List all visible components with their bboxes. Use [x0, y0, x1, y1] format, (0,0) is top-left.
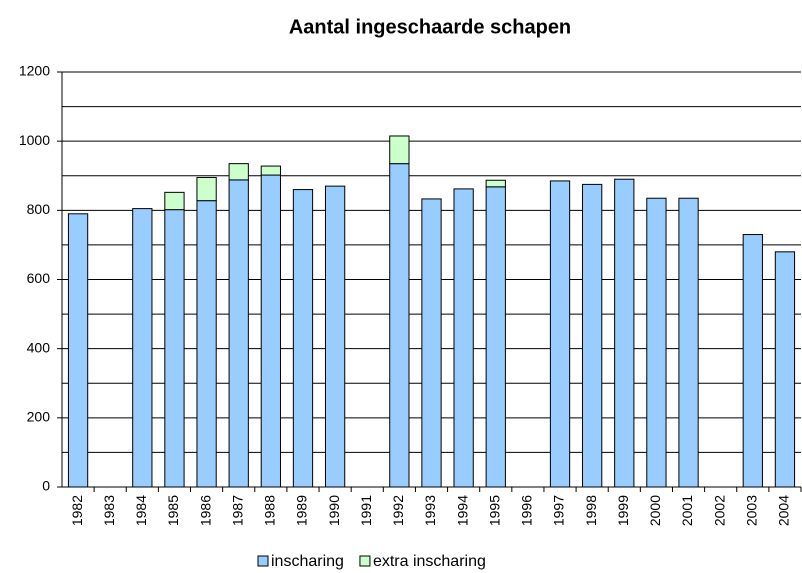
bar — [389, 135, 410, 165]
x-tick-label: 1998 — [583, 495, 599, 526]
x-tick-label: 1988 — [262, 495, 278, 526]
legend-swatch — [257, 555, 269, 567]
bar — [164, 191, 185, 211]
y-tick-label: 1000 — [19, 132, 50, 148]
bar — [549, 180, 571, 488]
bar — [485, 186, 506, 488]
bar — [228, 163, 249, 181]
x-tick-label: 1997 — [551, 495, 567, 526]
x-tick-label: 1992 — [390, 495, 406, 526]
x-tick-label: 1987 — [229, 495, 245, 526]
bar — [260, 174, 281, 488]
x-tick-label: 2002 — [711, 495, 727, 526]
bar — [196, 176, 217, 202]
x-tick-label: 1983 — [101, 495, 117, 526]
x-tick-label: 2003 — [744, 495, 760, 526]
bar — [678, 197, 699, 488]
bar — [774, 251, 796, 488]
bar — [324, 185, 346, 488]
bar — [453, 188, 474, 488]
bar — [646, 197, 667, 488]
bar — [132, 208, 153, 488]
x-tick-label: 2001 — [679, 495, 695, 526]
x-tick-label: 1996 — [519, 495, 535, 526]
bar — [164, 209, 185, 488]
bar — [485, 179, 506, 188]
y-tick-label: 800 — [27, 201, 51, 217]
legend-label: extra inscharing — [373, 553, 486, 570]
y-tick-label: 200 — [27, 409, 51, 425]
x-tick-label: 1994 — [454, 495, 470, 526]
y-tick-label: 0 — [42, 478, 50, 494]
x-tick-label: 1982 — [69, 495, 85, 526]
bar — [228, 179, 249, 488]
bar — [389, 163, 410, 488]
x-tick-label: 2004 — [776, 495, 792, 526]
chart-title: Aantal ingeschaarde schapen — [289, 16, 571, 38]
x-tick-label: 1986 — [197, 495, 213, 526]
x-tick-label: 1999 — [615, 495, 631, 526]
y-tick-label: 600 — [27, 270, 51, 286]
y-tick-label: 400 — [27, 339, 51, 355]
legend-swatch — [359, 555, 371, 567]
x-tick-label: 1995 — [486, 495, 502, 526]
x-tick-label: 1990 — [326, 495, 342, 526]
legend-label: inscharing — [271, 553, 344, 570]
x-tick-label: 1984 — [133, 495, 149, 526]
x-tick-label: 1989 — [294, 495, 310, 526]
bar — [742, 234, 763, 488]
bar — [421, 198, 442, 488]
bar — [582, 183, 603, 488]
x-tick-label: 2000 — [647, 495, 663, 526]
y-tick-label: 1200 — [19, 63, 50, 79]
bar — [292, 189, 314, 488]
x-tick-label: 1993 — [422, 495, 438, 526]
bar — [260, 165, 281, 176]
x-tick-label: 1991 — [358, 495, 374, 526]
bar — [67, 213, 89, 488]
x-tick-label: 1985 — [165, 495, 181, 526]
bar — [614, 178, 635, 488]
bar — [196, 200, 217, 488]
